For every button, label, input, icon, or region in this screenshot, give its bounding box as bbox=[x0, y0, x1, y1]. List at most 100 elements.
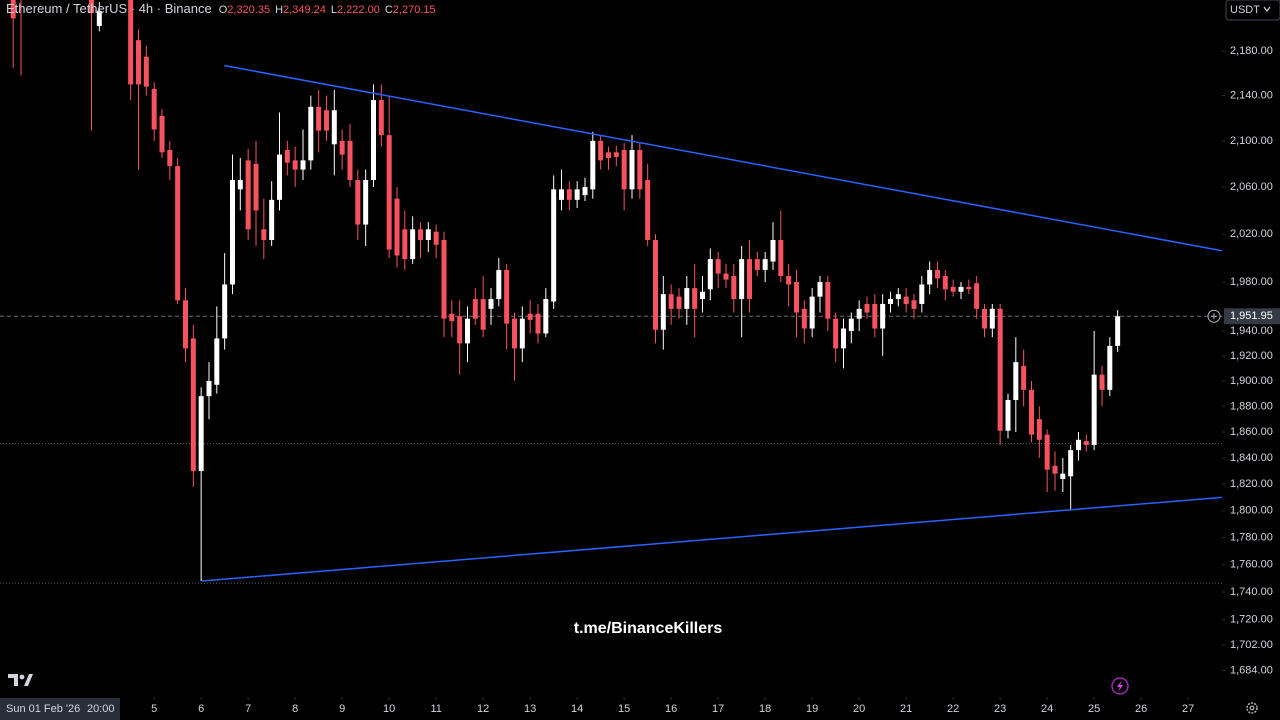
candle-body bbox=[418, 229, 424, 240]
candle-body bbox=[731, 275, 737, 300]
candle-body bbox=[324, 110, 330, 131]
currency-label[interactable]: USDT bbox=[1230, 4, 1260, 16]
candle-body bbox=[472, 299, 478, 319]
x-tick-label: 25 bbox=[1088, 703, 1100, 715]
ohlc-key: O bbox=[219, 4, 228, 16]
candle-body bbox=[942, 275, 948, 290]
candle-body bbox=[919, 284, 925, 304]
y-tick-label: 1,720.00 bbox=[1230, 614, 1273, 626]
candle-body bbox=[449, 313, 455, 322]
candle-body bbox=[966, 286, 972, 290]
candle-body bbox=[222, 284, 228, 339]
candle-body bbox=[817, 282, 823, 297]
candle-body bbox=[997, 308, 1003, 431]
candle-body bbox=[1083, 441, 1089, 445]
settings-icon[interactable] bbox=[1246, 702, 1258, 714]
x-tick-label: 8 bbox=[292, 703, 298, 715]
candle-body bbox=[692, 288, 698, 309]
candle-body bbox=[872, 303, 878, 329]
candle-body bbox=[786, 275, 792, 285]
y-tick-label: 1,840.00 bbox=[1230, 452, 1273, 464]
add-alert-button[interactable] bbox=[1207, 309, 1221, 323]
candle-body bbox=[504, 269, 510, 324]
candle-body bbox=[629, 150, 635, 190]
candle-body bbox=[269, 199, 275, 240]
candle-body bbox=[308, 106, 314, 161]
candle-body bbox=[762, 259, 768, 270]
candle-body bbox=[958, 286, 964, 292]
candle-body bbox=[778, 239, 784, 276]
candle-body bbox=[1052, 465, 1058, 474]
y-tick-label: 1,760.00 bbox=[1230, 559, 1273, 571]
y-tick-label: 1,800.00 bbox=[1230, 505, 1273, 517]
candle-body bbox=[488, 299, 494, 309]
candle-body bbox=[230, 180, 236, 285]
ohlc-value: 2,270.15 bbox=[393, 4, 436, 16]
candle-body bbox=[747, 259, 753, 300]
candle-body bbox=[637, 150, 643, 190]
candle-body bbox=[465, 318, 471, 344]
candle-body bbox=[895, 294, 901, 300]
candle-body bbox=[911, 300, 917, 309]
ohlc-value: 2,349.24 bbox=[283, 4, 326, 16]
x-tick-label: 24 bbox=[1041, 703, 1053, 715]
x-tick-label: 6 bbox=[198, 703, 204, 715]
candle-body bbox=[183, 300, 189, 349]
candle-body bbox=[245, 160, 251, 230]
x-tick-label: 14 bbox=[571, 703, 583, 715]
candle-body bbox=[684, 288, 690, 309]
candle-body bbox=[668, 294, 674, 309]
currency-caret bbox=[1263, 6, 1271, 12]
candle-body bbox=[1091, 374, 1097, 445]
ohlc-value: 2,222.00 bbox=[337, 4, 380, 16]
candle-body bbox=[1044, 434, 1050, 470]
candle-body bbox=[1107, 345, 1113, 390]
candle-body bbox=[198, 396, 204, 472]
candle-body bbox=[715, 259, 721, 274]
ohlc-value: 2,320.35 bbox=[227, 4, 270, 16]
candle-body bbox=[989, 308, 995, 329]
candle-body bbox=[660, 294, 666, 330]
y-tick-label: 2,180.00 bbox=[1230, 45, 1273, 57]
candle-body bbox=[402, 229, 408, 260]
candle-body bbox=[1021, 365, 1027, 390]
candle-body bbox=[856, 308, 862, 319]
candle-body bbox=[1036, 419, 1042, 440]
candle-body bbox=[96, 10, 102, 26]
candle-body bbox=[277, 154, 283, 200]
candle-body bbox=[1060, 473, 1066, 479]
x-tick-label: 16 bbox=[665, 703, 677, 715]
candle-body bbox=[770, 239, 776, 262]
plot-area bbox=[0, 0, 1222, 584]
candle-body bbox=[653, 239, 659, 330]
candle-body bbox=[128, 0, 134, 85]
candle-body bbox=[410, 229, 416, 260]
candle-body bbox=[566, 189, 572, 200]
candle-body bbox=[676, 296, 682, 309]
candle-body bbox=[794, 282, 800, 313]
flash-icon[interactable] bbox=[1111, 677, 1129, 695]
candle-body bbox=[598, 140, 604, 161]
currency-button[interactable] bbox=[1225, 0, 1280, 21]
candle-body bbox=[433, 231, 439, 245]
candle-body bbox=[1099, 374, 1105, 390]
y-tick-label: 1,702.00 bbox=[1230, 639, 1273, 651]
candle-body bbox=[833, 318, 839, 349]
range-start-time: 20:00 bbox=[87, 703, 115, 715]
candle-body bbox=[707, 259, 713, 290]
x-tick-label: 15 bbox=[618, 703, 630, 715]
candle-body bbox=[935, 269, 941, 279]
ohlc-key: C bbox=[385, 4, 393, 16]
candle-body bbox=[645, 180, 651, 240]
candle-body bbox=[1068, 450, 1074, 477]
y-tick-label: 2,060.00 bbox=[1230, 181, 1273, 193]
candle-body bbox=[480, 299, 486, 330]
candle-body bbox=[1005, 399, 1011, 431]
x-tick-label: 26 bbox=[1135, 703, 1147, 715]
candle-body bbox=[261, 229, 267, 240]
x-tick-label: 17 bbox=[712, 703, 724, 715]
candle-body bbox=[574, 189, 580, 200]
candle-body bbox=[950, 286, 956, 292]
candle-body bbox=[10, 0, 16, 19]
